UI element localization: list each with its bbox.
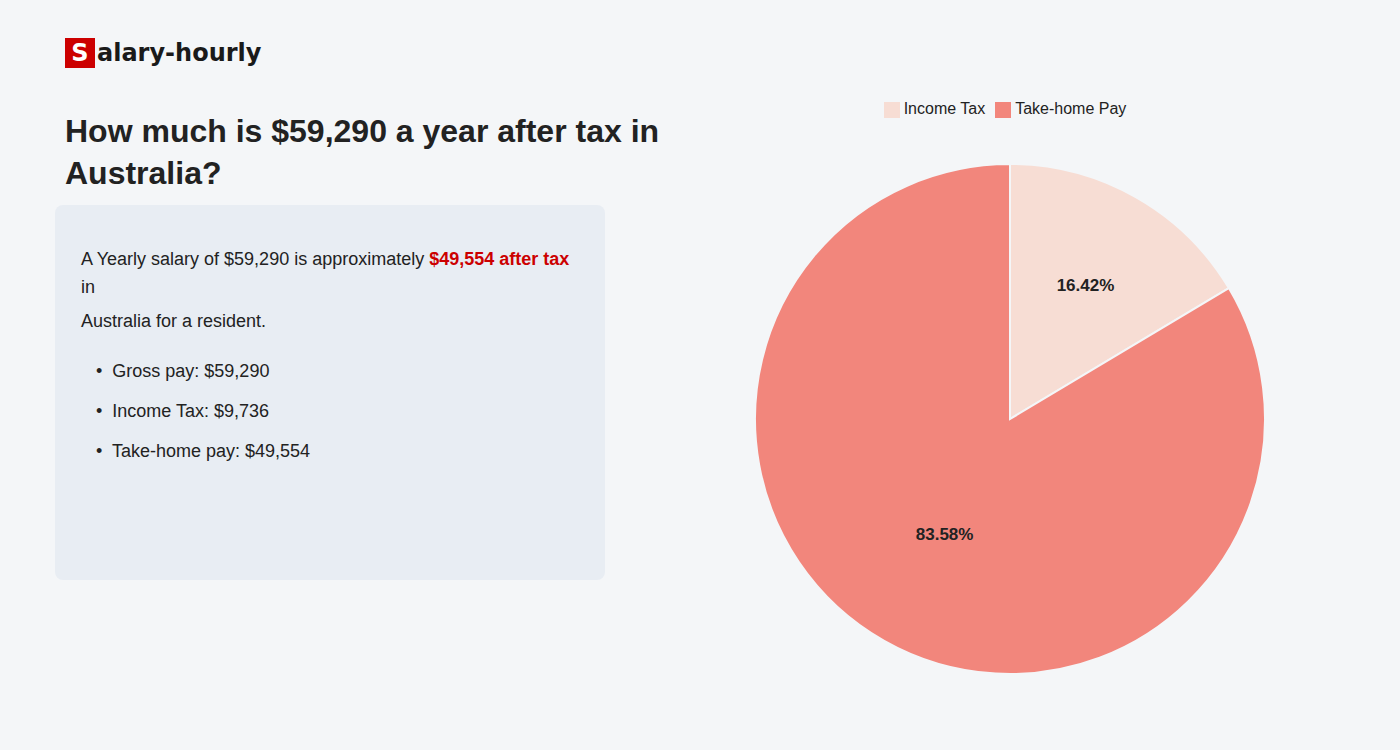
html-text:• Gross pay: $59,290: • Gross pay: $59,290 xyxy=(96,361,270,381)
svg-text:16.42%: 16.42% xyxy=(1057,276,1115,295)
html-text:A Yearly salary of $59,290 is: A Yearly salary of $59,290 is approximat… xyxy=(81,249,575,297)
html-text:• Income Tax: $9,736: • Income Tax: $9,736 xyxy=(96,401,270,421)
html-text:• Take-home pay: $49,554: • Take-home pay: $49,554 xyxy=(96,441,311,461)
html-text:S alary-hourly: S alary-hourly xyxy=(71,39,262,67)
html-text:Australia for a resident.: Australia for a resident. xyxy=(81,311,267,331)
svg-text:83.58%: 83.58% xyxy=(916,525,974,544)
html-text:Income Tax: Income Tax xyxy=(903,100,986,117)
html-text:How much is $59,290 a year aft: How much is $59,290 a year after tax in … xyxy=(65,113,660,191)
html-text:Take-home Pay: Take-home Pay xyxy=(1015,100,1127,117)
